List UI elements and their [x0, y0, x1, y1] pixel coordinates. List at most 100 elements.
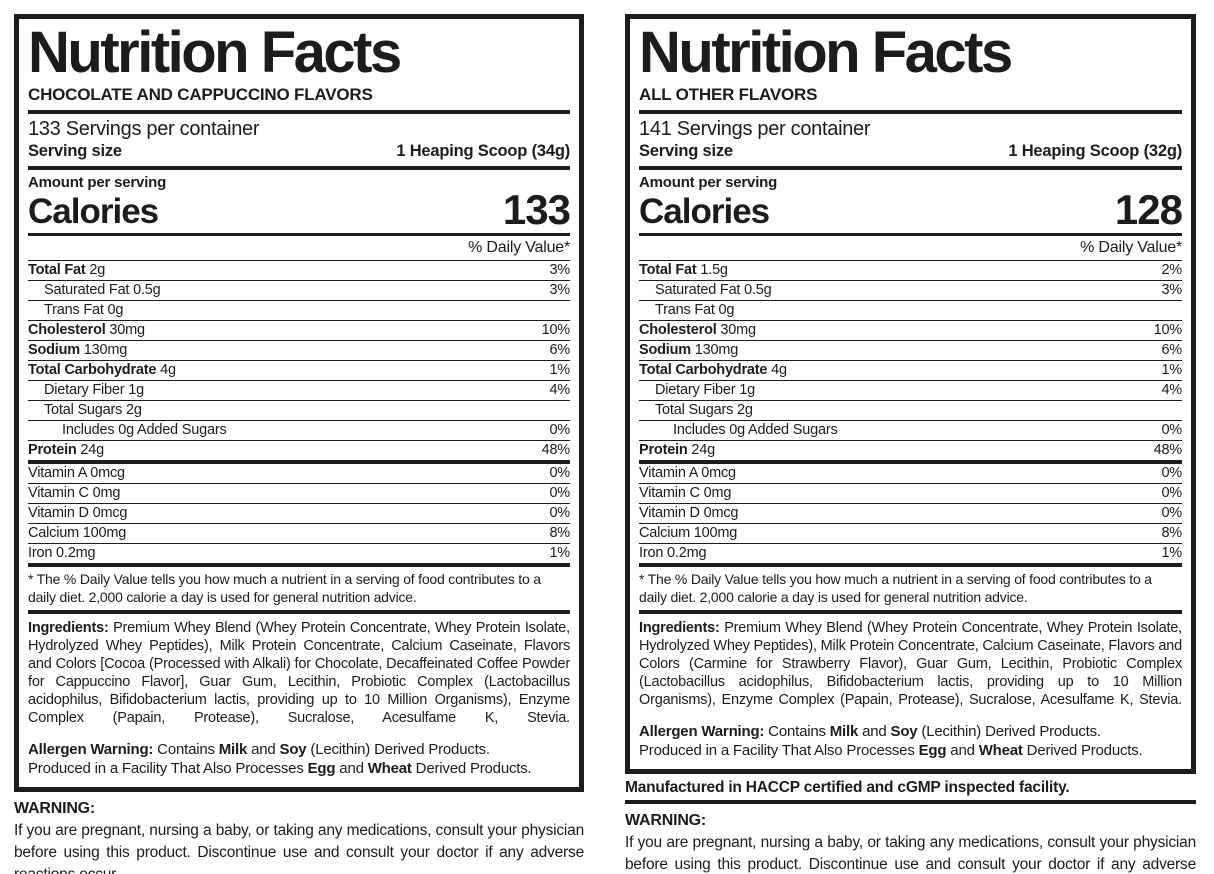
- serving-size-value: 1 Heaping Scoop (32g): [1008, 142, 1182, 161]
- daily-value-percent: 0%: [1161, 464, 1182, 481]
- allergen-egg: Egg: [918, 742, 947, 760]
- allergen-text: Derived Products.: [1022, 742, 1143, 760]
- nutrient-row: Cholesterol 30mg 10%: [639, 319, 1183, 340]
- nutrient-row: Total Sugars 2g: [639, 399, 1182, 420]
- nutrient-label: Protein 24g: [639, 442, 715, 459]
- nutrient-label: Protein 24g: [28, 442, 104, 459]
- nutrient-row: Total Carbohydrate 4g 1%: [28, 359, 570, 380]
- micronutrient-amount-text: Vitamin D 0mcg: [639, 504, 739, 521]
- flavor-subtitle: ALL OTHER FLAVORS: [639, 85, 818, 105]
- micronutrient-label: Vitamin D 0mcg: [28, 505, 127, 522]
- divider-bar: [28, 166, 570, 171]
- nutrition-facts-panel-right: Nutrition Facts ALL OTHER FLAVORS 141 Se…: [625, 14, 1196, 774]
- nutrient-label: Total Sugars 2g: [44, 402, 142, 419]
- nutrient-amount-text: 24g: [687, 441, 715, 458]
- servings-per-container: 133 Servings per container: [28, 118, 260, 141]
- nutrient-row: Total Carbohydrate 4g 1%: [639, 359, 1182, 380]
- nutrient-name-bold: Total Carbohydrate: [28, 361, 157, 378]
- allergen-text: Produced in a Facility That Also Process…: [639, 742, 919, 760]
- nutrient-amount-text: Saturated Fat 0.5g: [44, 281, 161, 298]
- serving-size-label: Serving size: [639, 142, 733, 161]
- allergen-warning-paragraph: Allergen Warning: Contains Milk and Soy …: [639, 722, 1182, 761]
- nutrient-amount-text: 2g: [85, 261, 106, 278]
- ingredients-lead: Ingredients:: [639, 619, 720, 636]
- allergen-warning-paragraph: Allergen Warning: Contains Milk and Soy …: [28, 740, 570, 779]
- calories-value: 128: [1114, 186, 1183, 234]
- divider-bar: [639, 562, 1182, 567]
- allergen-egg: Egg: [307, 760, 336, 778]
- nutrition-facts-panel-left: Nutrition Facts CHOCOLATE AND CAPPUCCINO…: [14, 14, 584, 792]
- divider-bar: [28, 459, 570, 464]
- nutrient-label: Sodium 130mg: [28, 342, 127, 359]
- nutrient-row: Saturated Fat 0.5g 3%: [28, 279, 570, 300]
- manufactured-note: Manufactured in HACCP certified and cGMP…: [625, 778, 1070, 796]
- micronutrient-row: Vitamin D 0mcg 0%: [28, 502, 570, 523]
- divider-bar: [639, 609, 1182, 614]
- nutrient-label: Cholesterol 30mg: [639, 322, 756, 339]
- nutrient-label: Saturated Fat 0.5g: [655, 282, 772, 299]
- daily-value-percent: 0%: [1161, 484, 1182, 501]
- allergen-text: Contains: [153, 740, 219, 758]
- allergen-text: and: [946, 742, 979, 760]
- daily-value-header: % Daily Value*: [639, 236, 1182, 261]
- nutrient-label: Includes 0g Added Sugars: [62, 422, 227, 439]
- nutrient-name-bold: Cholesterol: [639, 321, 717, 338]
- nutrient-amount-text: 130mg: [690, 341, 739, 358]
- daily-value-header: % Daily Value*: [28, 236, 570, 261]
- nutrient-amount-text: Total Sugars 2g: [44, 401, 142, 418]
- label-column-all-other-flavors: Nutrition Facts ALL OTHER FLAVORS 141 Se…: [625, 14, 1196, 874]
- micronutrient-label: Vitamin C 0mg: [639, 485, 731, 502]
- micronutrient-label: Calcium 100mg: [639, 525, 737, 542]
- allergen-text: and: [335, 760, 368, 778]
- daily-value-percent: 48%: [1153, 441, 1183, 458]
- micronutrient-amount-text: Calcium 100mg: [639, 524, 738, 541]
- daily-value-percent: 0%: [1161, 504, 1182, 521]
- micronutrient-label: Vitamin A 0mcg: [639, 465, 736, 482]
- daily-value-percent: 6%: [549, 341, 570, 358]
- label-column-chocolate-cappuccino: Nutrition Facts CHOCOLATE AND CAPPUCCINO…: [14, 14, 584, 874]
- daily-value-percent: 1%: [1161, 361, 1182, 378]
- nutrient-row: Total Fat 1.5g 2%: [639, 261, 1182, 280]
- daily-value-percent: 10%: [1153, 321, 1183, 338]
- nutrient-amount-text: Saturated Fat 0.5g: [655, 281, 772, 298]
- nutrient-row: Trans Fat 0g: [639, 299, 1182, 320]
- allergen-text: and: [247, 740, 280, 758]
- daily-value-percent: 8%: [549, 524, 570, 541]
- nutrient-name-bold: Protein: [28, 441, 77, 458]
- allergen-lead: Allergen Warning:: [28, 740, 154, 758]
- daily-value-footnote: * The % Daily Value tells you how much a…: [28, 570, 541, 605]
- micronutrient-label: Iron 0.2mg: [639, 545, 707, 562]
- nutrient-row: Dietary Fiber 1g 4%: [639, 379, 1182, 400]
- allergen-lead: Allergen Warning:: [639, 722, 765, 740]
- warning-heading: WARNING:: [625, 811, 707, 829]
- daily-value-percent: 1%: [549, 361, 570, 378]
- nutrition-facts-title: Nutrition Facts: [28, 20, 402, 85]
- nutrient-row: Cholesterol 30mg 10%: [28, 319, 570, 340]
- micronutrient-row: Vitamin A 0mcg 0%: [639, 464, 1182, 483]
- allergen-text: and: [858, 722, 891, 740]
- nutrient-label: Saturated Fat 0.5g: [44, 282, 161, 299]
- nutrient-row: Protein 24g 48%: [28, 439, 570, 460]
- nutrient-amount-text: Trans Fat 0g: [44, 301, 124, 318]
- allergen-text: (Lecithin) Derived Products.: [917, 722, 1101, 740]
- servings-per-container: 141 Servings per container: [639, 118, 871, 141]
- divider-bar: [625, 799, 1196, 804]
- amount-per-serving-label: Amount per serving: [639, 174, 778, 192]
- calories-word: Calories: [28, 191, 159, 231]
- ingredients-paragraph: Ingredients: Premium Whey Blend (Whey Pr…: [639, 619, 1182, 709]
- micronutrient-amount-text: Vitamin A 0mcg: [639, 464, 736, 481]
- nutrient-row: Total Sugars 2g: [28, 399, 570, 420]
- calories-word: Calories: [639, 191, 770, 231]
- divider-bar: [28, 110, 570, 115]
- micronutrient-row: Iron 0.2mg 1%: [639, 542, 1182, 563]
- micronutrient-amount-text: Vitamin C 0mg: [28, 484, 121, 501]
- micronutrient-amount-text: Vitamin A 0mcg: [28, 464, 125, 481]
- nutrient-label: Total Sugars 2g: [655, 402, 753, 419]
- amount-per-serving-label: Amount per serving: [28, 174, 167, 192]
- warning-body: If you are pregnant, nursing a baby, or …: [14, 821, 584, 874]
- daily-value-percent: 0%: [549, 421, 570, 438]
- daily-value-percent: 0%: [1161, 421, 1182, 438]
- nutrient-label: Dietary Fiber 1g: [655, 382, 755, 399]
- daily-value-percent: 2%: [1161, 261, 1182, 278]
- micronutrient-label: Vitamin A 0mcg: [28, 465, 125, 482]
